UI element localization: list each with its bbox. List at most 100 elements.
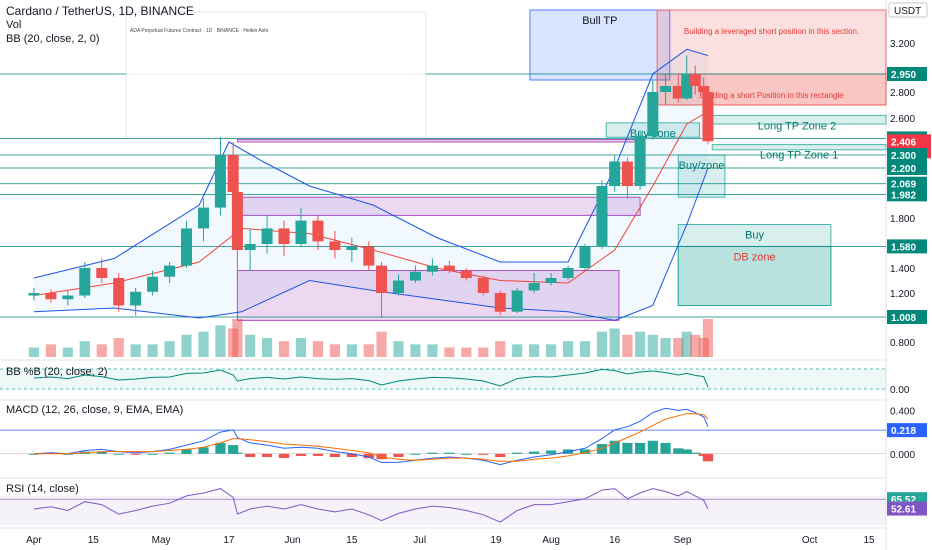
- volume-bar: [312, 341, 324, 357]
- volume-bar: [245, 334, 256, 357]
- volume-bar: [62, 347, 73, 357]
- x-tick-label: 15: [88, 535, 100, 546]
- candle-body: [329, 241, 341, 250]
- volume-bar: [215, 325, 226, 357]
- macd-hist-bar: [609, 440, 620, 454]
- candle-body: [562, 268, 574, 278]
- candle-body: [511, 290, 523, 312]
- candle-body: [164, 265, 176, 277]
- macd-hist-bar: [346, 453, 357, 457]
- macd-hist-bar: [164, 452, 175, 454]
- candle-body: [596, 186, 608, 247]
- volume-bar: [690, 334, 701, 357]
- price-tag: [887, 148, 927, 162]
- candle-body: [346, 246, 358, 250]
- macd-hist-bar: [681, 449, 692, 454]
- rsi-legend[interactable]: RSI (14, close): [6, 483, 79, 495]
- price-tag: [887, 187, 927, 202]
- volume-bar: [376, 331, 387, 357]
- price-tag-label: 2.950: [891, 70, 916, 81]
- bb-legend[interactable]: BB (20, close, 2, 0): [6, 33, 100, 45]
- volume-bar: [495, 341, 506, 357]
- macd-hist-bar: [596, 444, 608, 454]
- volume-bar: [478, 347, 489, 357]
- zone-label: DB zone: [733, 251, 775, 263]
- candle-body: [130, 291, 142, 306]
- volume-bar: [681, 331, 692, 357]
- rsi-line: [33, 488, 709, 523]
- candle-body: [295, 220, 307, 244]
- volume-bar: [461, 347, 472, 357]
- macd-hist-bar: [660, 442, 671, 454]
- macd-hist-bar: [444, 452, 455, 454]
- x-tick-label: 15: [346, 535, 358, 546]
- zone-label: Buy/zone: [679, 160, 725, 172]
- bbpb-legend[interactable]: BB %B (20, close, 2): [6, 366, 108, 378]
- macd-tag-label: 0.218: [891, 426, 916, 437]
- candle-body: [231, 192, 243, 250]
- volume-bar: [45, 344, 56, 357]
- volume-bar: [96, 344, 107, 357]
- candle-body: [312, 220, 324, 242]
- zone-label: Long TP Zone 1: [760, 150, 839, 162]
- volume-bar: [346, 344, 357, 357]
- x-tick-label: Oct: [802, 535, 818, 546]
- zone-rect: [677, 245, 832, 306]
- zone-label: Building a leveraged short position in t…: [684, 27, 859, 36]
- volume-bar: [410, 344, 421, 357]
- zone-rect: [529, 9, 671, 81]
- volume-bar: [427, 344, 438, 357]
- macd-hist-bar: [546, 450, 557, 454]
- currency-label: USDT: [894, 6, 921, 17]
- rsi-tag-label: 52.61: [891, 505, 916, 516]
- rsi-tag-label: 65.52: [891, 495, 916, 506]
- candle-body: [609, 161, 621, 186]
- macd-hist-bar: [96, 451, 107, 454]
- volume-bar: [512, 344, 523, 357]
- macd-hist-bar: [529, 451, 540, 454]
- candle-body: [672, 86, 684, 99]
- candle-body: [494, 293, 506, 312]
- macd-hist-bar: [622, 442, 633, 454]
- volume-bar: [198, 331, 209, 357]
- candle-body: [28, 293, 40, 296]
- rsi-tag: [887, 501, 927, 516]
- volume-legend: Vol: [6, 19, 22, 31]
- volume-bar: [164, 341, 175, 357]
- macd-hist-bar: [478, 453, 489, 455]
- macd-tag: [887, 423, 927, 438]
- currency-badge: [888, 2, 928, 18]
- candle-body: [45, 293, 57, 300]
- volume-bar: [113, 338, 124, 357]
- volume-bar: [702, 319, 714, 357]
- volume-bar: [622, 334, 633, 357]
- candle-body: [460, 270, 472, 278]
- volume-bar: [444, 347, 455, 357]
- macd-hist-bar: [690, 452, 701, 454]
- y-tick-label: 1.200: [890, 289, 915, 300]
- macd-legend[interactable]: MACD (12, 26, close, 9, EMA, EMA): [6, 404, 184, 416]
- bbpb-tick: 0.00: [890, 385, 910, 396]
- candle-body: [698, 86, 710, 92]
- volume-bar: [673, 338, 684, 357]
- candle-body: [579, 246, 591, 268]
- macd-hist-bar: [312, 453, 324, 456]
- symbol-title: Cardano / TetherUS, 1D, BINANCE: [6, 4, 194, 18]
- candle-body: [660, 86, 672, 92]
- y-tick-label: 3.200: [890, 39, 915, 50]
- volume-bar: [181, 334, 192, 357]
- macd-hist-bar: [427, 452, 438, 454]
- macd-hist-bar: [579, 449, 591, 454]
- volume-bar: [635, 331, 646, 357]
- candle-body: [426, 265, 438, 272]
- volume-bar: [660, 338, 671, 357]
- volume-bar: [562, 341, 574, 357]
- volume-bar: [579, 341, 591, 357]
- macd-hist-bar: [228, 445, 239, 454]
- volume-bar: [393, 341, 404, 357]
- x-tick-label: Sep: [674, 535, 692, 546]
- macd-hist-bar: [495, 453, 506, 457]
- y-tick-label: 1.800: [890, 214, 915, 225]
- volume-bar: [79, 341, 90, 357]
